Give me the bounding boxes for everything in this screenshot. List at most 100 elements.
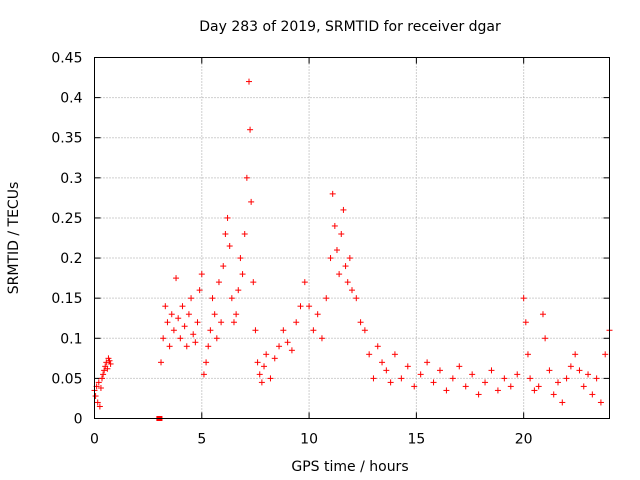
data-points	[91, 78, 613, 421]
data-point	[100, 371, 107, 378]
data-point	[531, 387, 538, 394]
data-point	[241, 230, 248, 237]
data-point	[95, 379, 102, 386]
data-point	[567, 363, 574, 370]
data-point	[252, 327, 259, 334]
y-tick-label: 0.1	[60, 331, 82, 347]
data-point	[96, 403, 103, 410]
data-point	[379, 359, 386, 366]
data-point	[250, 279, 257, 286]
data-point	[297, 303, 304, 310]
data-point	[449, 375, 456, 382]
data-point	[228, 295, 235, 302]
data-point	[542, 335, 549, 342]
y-tick-label: 0.2	[60, 251, 82, 267]
data-point	[218, 319, 225, 326]
data-point	[211, 311, 218, 318]
data-point	[92, 393, 99, 400]
data-point	[593, 375, 600, 382]
data-point	[494, 387, 501, 394]
data-point	[164, 319, 171, 326]
data-point	[256, 371, 263, 378]
data-point	[213, 335, 220, 342]
data-point	[488, 367, 495, 374]
data-point	[243, 174, 250, 181]
data-point	[366, 351, 373, 358]
data-point	[329, 190, 336, 197]
data-point	[194, 319, 201, 326]
x-tick-label: 15	[407, 432, 425, 448]
data-point	[97, 385, 104, 392]
data-point	[188, 295, 195, 302]
y-tick-label: 0.35	[51, 131, 82, 147]
y-tick-label: 0.15	[51, 291, 82, 307]
data-point	[205, 343, 212, 350]
data-point	[280, 327, 287, 334]
data-point	[349, 287, 355, 294]
data-point	[288, 347, 295, 354]
data-point	[254, 359, 261, 366]
data-point	[239, 271, 246, 278]
data-point	[200, 371, 207, 378]
data-point	[456, 363, 463, 370]
data-point	[99, 375, 106, 382]
data-point	[411, 383, 418, 390]
y-tick-label: 0.45	[51, 51, 82, 67]
data-point	[323, 295, 330, 302]
data-point	[293, 319, 300, 326]
data-point	[580, 383, 587, 390]
data-point	[383, 367, 390, 374]
data-point	[230, 319, 237, 326]
data-point	[203, 359, 210, 366]
data-point	[301, 279, 308, 286]
data-point	[572, 351, 579, 358]
data-point	[101, 367, 108, 374]
data-point	[387, 379, 394, 386]
data-point	[185, 311, 192, 318]
data-point	[520, 295, 527, 302]
y-axis-label: SRMTID / TECUs	[6, 182, 22, 295]
data-point	[192, 339, 199, 346]
data-point	[589, 391, 596, 398]
data-point	[258, 379, 265, 386]
data-point	[314, 311, 321, 318]
data-point	[179, 303, 186, 310]
data-point	[318, 335, 325, 342]
data-point	[263, 351, 270, 358]
data-point	[327, 255, 334, 262]
y-tick-label: 0.25	[51, 211, 82, 227]
data-point	[160, 335, 167, 342]
data-point	[331, 222, 338, 229]
data-point	[507, 383, 514, 390]
data-point	[550, 391, 557, 398]
data-point	[175, 315, 182, 322]
data-point	[181, 323, 188, 330]
data-point	[361, 327, 368, 334]
data-point	[576, 367, 583, 374]
axis-ticks: 0 5 10 15 20 0 0.05 0.1 0.15 0.2 0.25 0.3 0.35 0.4 0.4…	[51, 51, 610, 448]
data-point	[563, 375, 570, 382]
data-point	[310, 327, 317, 334]
data-point	[276, 343, 283, 350]
data-point	[333, 247, 340, 254]
data-point	[602, 351, 609, 358]
data-point	[106, 357, 113, 364]
y-tick-label: 0	[74, 412, 83, 428]
data-point	[220, 263, 227, 270]
data-point	[103, 359, 110, 366]
data-point	[162, 303, 169, 310]
data-point	[107, 360, 114, 367]
data-point	[559, 399, 566, 406]
data-point	[196, 287, 203, 294]
data-point	[336, 271, 343, 278]
data-point	[215, 279, 222, 286]
data-point	[482, 379, 489, 386]
data-point	[357, 319, 364, 326]
data-point	[237, 255, 244, 262]
data-point	[539, 311, 546, 318]
data-point	[267, 375, 274, 382]
data-point	[353, 295, 360, 302]
data-point	[247, 126, 254, 133]
x-tick-label: 20	[515, 432, 533, 448]
data-point	[306, 303, 313, 310]
